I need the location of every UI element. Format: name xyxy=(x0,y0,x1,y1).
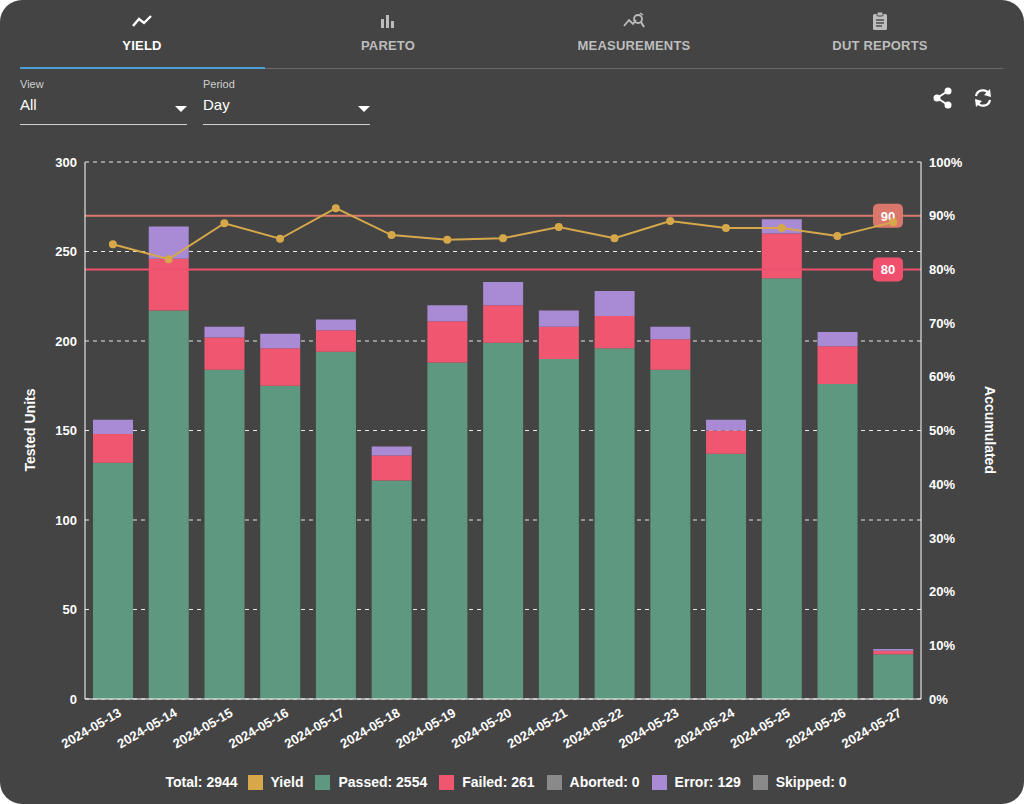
svg-text:80%: 80% xyxy=(929,262,955,277)
svg-text:50: 50 xyxy=(63,602,77,617)
svg-text:2024-05-24: 2024-05-24 xyxy=(672,705,738,752)
svg-text:2024-05-25: 2024-05-25 xyxy=(728,705,793,751)
svg-text:200: 200 xyxy=(55,334,77,349)
svg-text:2024-05-14: 2024-05-14 xyxy=(114,705,180,752)
html-text:MEASUREMENTS: MEASUREMENTS xyxy=(577,38,691,53)
html-text:Accumulated: Accumulated xyxy=(982,386,998,474)
html-text:Error: 129: Error: 129 xyxy=(674,774,741,790)
svg-text:100: 100 xyxy=(55,513,77,528)
svg-text:10%: 10% xyxy=(929,638,955,653)
svg-text:2024-05-15: 2024-05-15 xyxy=(170,705,235,751)
html-text:Failed: 261: Failed: 261 xyxy=(462,774,535,790)
svg-text:40%: 40% xyxy=(929,477,955,492)
svg-text:100%: 100% xyxy=(929,155,963,170)
svg-text:0: 0 xyxy=(70,692,77,707)
html-text:Tested Units: Tested Units xyxy=(22,388,38,472)
svg-text:2024-05-17: 2024-05-17 xyxy=(282,705,347,751)
html-text:Passed: 2554: Passed: 2554 xyxy=(338,774,428,790)
svg-text:90%: 90% xyxy=(929,208,955,223)
svg-text:30%: 30% xyxy=(929,531,955,546)
svg-text:300: 300 xyxy=(55,155,77,170)
html-text:PARETO: PARETO xyxy=(360,38,416,53)
html-text:Aborted: 0: Aborted: 0 xyxy=(569,774,640,790)
svg-text:90: 90 xyxy=(880,208,896,224)
svg-text:2024-05-20: 2024-05-20 xyxy=(449,705,514,751)
svg-text:2024-05-18: 2024-05-18 xyxy=(337,705,402,751)
svg-text:2024-05-21: 2024-05-21 xyxy=(505,705,570,751)
html-text:Total: 2944: Total: 2944 xyxy=(165,774,238,790)
svg-text:2024-05-19: 2024-05-19 xyxy=(393,705,458,751)
svg-text:2024-05-27: 2024-05-27 xyxy=(839,705,904,751)
svg-text:150: 150 xyxy=(55,423,77,438)
svg-text:60%: 60% xyxy=(929,369,955,384)
svg-text:0%: 0% xyxy=(929,692,948,707)
html-text:Period: Period xyxy=(203,78,235,90)
svg-text:20%: 20% xyxy=(929,584,955,599)
html-text:All: All xyxy=(20,96,37,113)
html-text:Day: Day xyxy=(203,96,230,113)
svg-text:2024-05-26: 2024-05-26 xyxy=(783,705,848,751)
svg-text:80: 80 xyxy=(881,262,895,277)
html-text:Yield: Yield xyxy=(270,774,304,790)
html-text:DUT REPORTS: DUT REPORTS xyxy=(832,38,928,53)
html-text:Skipped: 0: Skipped: 0 xyxy=(775,774,847,790)
svg-text:2024-05-13: 2024-05-13 xyxy=(59,705,124,751)
svg-text:250: 250 xyxy=(55,244,77,259)
svg-text:70%: 70% xyxy=(929,316,955,331)
html-text:View: View xyxy=(20,78,44,90)
html-text:YIELD: YIELD xyxy=(122,38,162,53)
svg-text:2024-05-23: 2024-05-23 xyxy=(616,705,681,751)
svg-text:50%: 50% xyxy=(929,423,955,438)
svg-text:2024-05-16: 2024-05-16 xyxy=(226,705,291,751)
svg-text:2024-05-22: 2024-05-22 xyxy=(560,705,625,751)
